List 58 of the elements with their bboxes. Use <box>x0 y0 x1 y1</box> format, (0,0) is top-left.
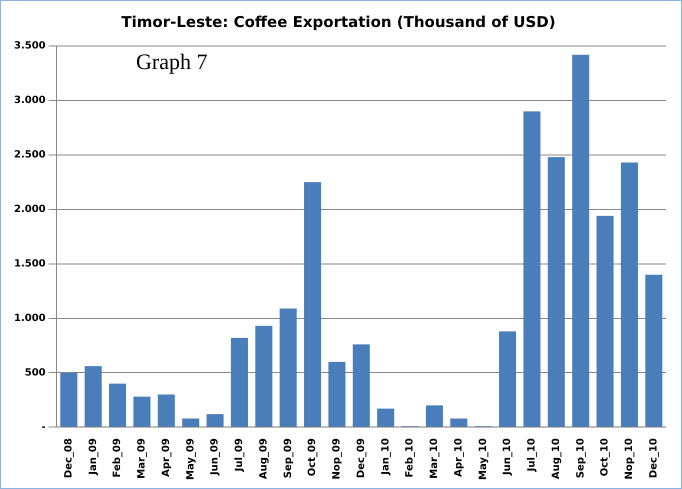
bar <box>60 372 78 427</box>
bar <box>352 344 370 427</box>
y-tick-label: 3.000 <box>14 95 46 106</box>
x-tick-label: Aug_10 <box>550 438 562 480</box>
bar <box>255 326 272 427</box>
bar <box>450 418 468 427</box>
y-tick-label: 2.000 <box>14 204 46 215</box>
x-tick-label: Dec_10 <box>648 438 660 478</box>
bar <box>426 405 443 427</box>
x-tick-label: Sep_10 <box>575 438 586 478</box>
y-tick-label: 2.500 <box>14 150 46 160</box>
y-tick-label: 1.500 <box>14 258 46 270</box>
bar <box>328 362 346 427</box>
x-tick-label: Jan_09 <box>88 438 99 476</box>
bar <box>304 182 322 427</box>
bar <box>620 162 638 427</box>
x-tick-label: Dec_09 <box>356 438 367 478</box>
x-tick-label: Jan_10 <box>380 438 392 476</box>
x-tick-label: Jul_09 <box>234 438 246 472</box>
bar <box>572 54 590 427</box>
bar <box>109 384 126 427</box>
x-tick-label: Jun_10 <box>502 438 514 476</box>
x-tick-label: Nop_09 <box>332 438 343 480</box>
bar <box>206 414 224 427</box>
bar <box>377 408 394 427</box>
x-tick-label: May_09 <box>185 438 196 480</box>
x-tick-label: Apr_09 <box>160 438 172 477</box>
bar <box>523 111 540 427</box>
bar <box>499 331 516 427</box>
x-tick-label: May_10 <box>478 438 489 480</box>
x-tick-label: Nop_10 <box>624 438 636 480</box>
chart-title: Timor-Leste: Coffee Exportation (Thousand of USD) <box>121 12 556 31</box>
x-tick-label: Oct_09 <box>307 438 318 476</box>
bar <box>230 338 248 427</box>
x-tick-label: Feb_09 <box>112 438 124 478</box>
y-tick-label: 3.500 <box>14 40 46 52</box>
x-tick-label: Aug_09 <box>258 438 270 480</box>
bar <box>182 418 200 427</box>
bar <box>548 157 565 427</box>
x-tick-label: Dec_08 <box>63 438 74 478</box>
x-tick-label: Jul_10 <box>526 438 538 472</box>
y-tick-label: 500 <box>24 367 46 378</box>
bar <box>84 366 102 427</box>
x-tick-label: Jun_09 <box>210 438 221 476</box>
x-tick-label: Feb_10 <box>404 438 416 478</box>
x-tick-label: Mar_09 <box>136 438 148 479</box>
annotation: Graph 7 <box>136 49 208 75</box>
bar <box>280 308 297 427</box>
x-tick-label: Mar_10 <box>429 438 440 479</box>
bar <box>133 396 150 427</box>
bar <box>596 216 614 427</box>
y-tick-label: 1.000 <box>14 312 46 324</box>
bar <box>645 274 662 427</box>
x-tick-label: Oct_10 <box>600 438 611 476</box>
y-tick-label: - <box>41 422 46 433</box>
bar <box>158 394 175 427</box>
x-tick-label: Apr_10 <box>453 438 464 477</box>
x-tick-label: Sep_09 <box>282 438 294 478</box>
